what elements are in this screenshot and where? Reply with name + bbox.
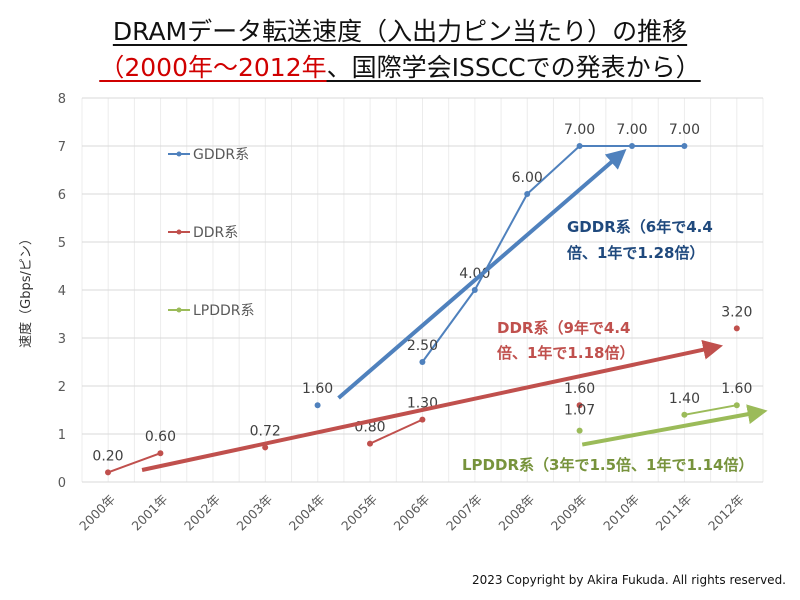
trend-annotation: GDDR系（6年で4.4	[567, 218, 713, 236]
data-label: 7.00	[669, 122, 700, 138]
trend-annotation: 倍、1年で1.28倍）	[567, 244, 704, 262]
data-point	[629, 143, 635, 149]
x-tick-label: 2010年	[600, 492, 642, 534]
x-tick-label: 2007年	[443, 492, 485, 534]
data-label: 0.60	[145, 429, 176, 445]
y-tick-label: 3	[58, 332, 66, 347]
series-line-segment	[369, 418, 423, 445]
data-label: 7.00	[564, 122, 595, 138]
chart-title-line1: DRAMデータ転送速度（入出力ピン当たり）の推移	[112, 17, 688, 46]
legend-label: GDDR系	[193, 147, 249, 163]
data-label: 0.20	[92, 448, 123, 464]
data-label: 1.40	[669, 391, 700, 407]
data-point	[681, 411, 688, 418]
series-line-segment	[684, 404, 737, 416]
copyright: 2023 Copyright by Akira Fukuda. All righ…	[471, 573, 786, 587]
x-tick-label: 2002年	[181, 492, 223, 534]
data-label: 3.20	[721, 304, 752, 320]
data-point	[419, 416, 426, 423]
data-label: 7.00	[616, 122, 647, 138]
data-point	[733, 325, 740, 332]
data-point	[314, 402, 321, 409]
data-label: 4.00	[459, 266, 490, 282]
series-line-segment	[526, 145, 581, 195]
data-label: 2.50	[407, 338, 438, 354]
legend-marker	[176, 307, 182, 313]
data-point	[105, 469, 111, 476]
data-point	[419, 359, 426, 365]
x-tick-label: 2006年	[391, 492, 433, 534]
x-tick-label: 2009年	[548, 492, 590, 534]
data-point	[576, 427, 583, 434]
data-point	[471, 287, 478, 293]
y-tick-label: 1	[58, 428, 66, 443]
y-axis-label: 速度（Gbps/ピン）	[18, 232, 34, 348]
title-red-part: （2000年～2012年	[99, 53, 327, 82]
trend-arrow	[337, 149, 627, 400]
x-tick-label: 2003年	[233, 492, 275, 534]
y-tick-label: 2	[58, 380, 66, 395]
y-tick-label: 0	[58, 476, 66, 491]
legend-marker	[176, 151, 182, 157]
data-point	[367, 440, 373, 447]
trend-annotation: DDR系（9年で4.4	[497, 319, 630, 337]
x-tick-label: 2005年	[338, 492, 380, 534]
data-point	[576, 143, 583, 149]
y-tick-label: 4	[58, 284, 66, 299]
x-tick-label: 2001年	[129, 492, 171, 534]
data-label: 1.07	[564, 403, 595, 419]
data-point	[524, 191, 531, 197]
trend-annotation: 倍、1年で1.18倍）	[497, 344, 634, 362]
legend-label: LPDDR系	[193, 303, 255, 319]
x-tick-label: 2012年	[705, 492, 747, 534]
title-rest: 、国際学会ISSCCでの発表から）	[326, 53, 701, 82]
data-label: 1.60	[564, 381, 595, 397]
x-tick-label: 2004年	[286, 492, 328, 534]
trend-arrow	[581, 404, 768, 447]
y-tick-label: 8	[58, 92, 66, 107]
chart-title-line2: （2000年～2012年、国際学会ISSCCでの発表から）	[0, 52, 800, 84]
data-label: 1.60	[302, 381, 333, 397]
x-tick-label: 2008年	[495, 492, 537, 534]
data-point	[681, 143, 688, 149]
data-point	[157, 450, 164, 457]
data-point	[733, 402, 740, 409]
series-line-segment	[107, 452, 161, 474]
y-tick-label: 5	[58, 236, 66, 251]
legend-label: DDR系	[193, 225, 238, 241]
trend-arrow	[141, 339, 723, 472]
series-line-segment	[421, 289, 476, 363]
legend-marker	[176, 229, 182, 235]
y-tick-label: 6	[58, 188, 66, 203]
trend-annotation: LPDDR系（3年で1.5倍、1年で1.14倍）	[462, 456, 753, 474]
x-tick-label: 2011年	[653, 492, 695, 534]
data-label: 1.60	[721, 381, 752, 397]
y-tick-label: 7	[58, 140, 66, 155]
data-label: 6.00	[512, 170, 543, 186]
data-label: 0.72	[250, 423, 281, 439]
x-tick-label: 2000年	[76, 492, 118, 534]
data-point	[576, 402, 583, 409]
